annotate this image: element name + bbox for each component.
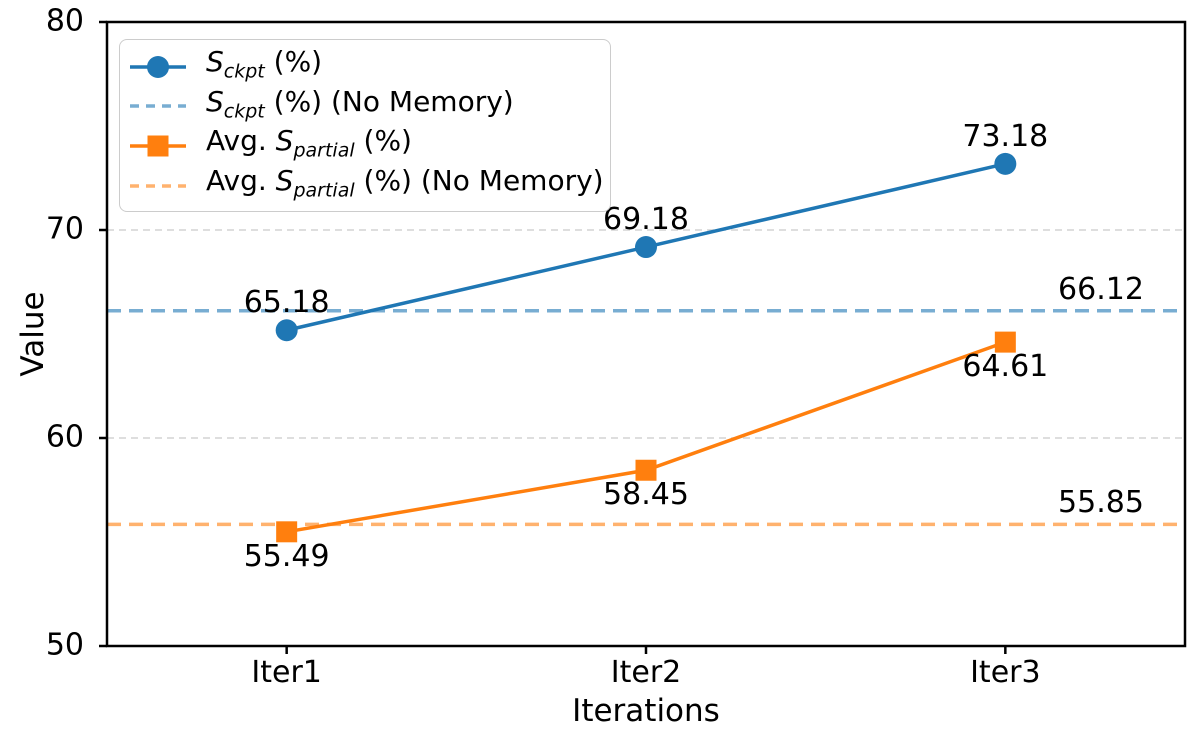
legend-item-sckpt-no-memory: Sckpt (%) (No Memory): [129, 84, 600, 127]
legend-item-sckpt: Sckpt (%): [129, 47, 600, 87]
legend-item-label: Avg. Spartial (%): [206, 124, 412, 162]
data-point-square: [635, 459, 657, 481]
series-line: [286, 340, 1006, 534]
data-point-circle: [635, 236, 657, 259]
data-point-circle: [275, 319, 298, 342]
legend-sample-dashed-line-icon: [130, 183, 186, 188]
x-axis-title: Iterations: [572, 693, 720, 729]
data-point-square: [276, 521, 298, 543]
legend-item-label: Sckpt (%): [206, 45, 323, 83]
legend-item-label: Avg. Spartial (%) (No Memory): [206, 163, 604, 202]
y-axis-title: Value: [15, 291, 51, 377]
data-point-square: [994, 331, 1016, 353]
legend-sample-solid-circle-icon: [130, 55, 186, 78]
data-point-circle: [994, 152, 1017, 175]
legend-item-label: Sckpt (%) (No Memory): [206, 84, 514, 123]
legend: Sckpt (%) Sckpt (%) (No Memory) Avg. Spa…: [119, 39, 611, 212]
legend-sample-dashed-line-icon: [130, 104, 186, 109]
legend-item-avg-spartial-no-memory: Avg. Spartial (%) (No Memory): [129, 165, 604, 206]
legend-sample-solid-square-icon: [130, 135, 186, 157]
legend-item-avg-spartial: Avg. Spartial (%): [129, 126, 600, 166]
